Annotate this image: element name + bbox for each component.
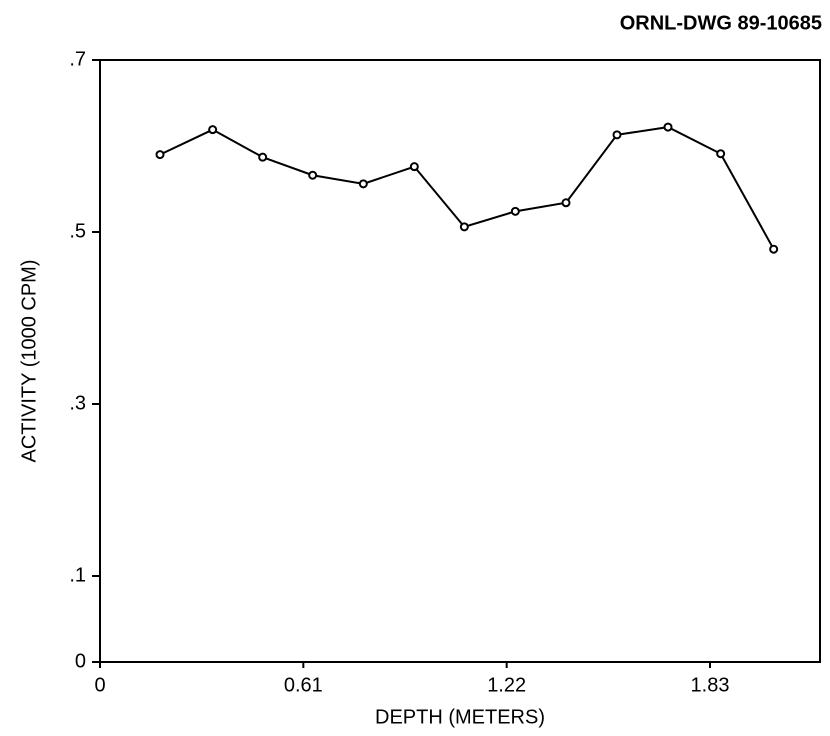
data-point — [510, 206, 520, 216]
x-axis-label: DEPTH (METERS) — [375, 706, 545, 728]
x-tick-label: 0.61 — [284, 674, 323, 696]
data-point — [308, 170, 318, 180]
x-tick-label: 1.83 — [691, 674, 730, 696]
data-point — [561, 198, 571, 208]
y-tick-label: .3 — [69, 392, 86, 414]
data-point — [769, 244, 779, 254]
y-tick-label: .5 — [69, 220, 86, 242]
data-point — [459, 222, 469, 232]
y-tick-label: .1 — [69, 564, 86, 586]
x-tick-label: 1.22 — [487, 674, 526, 696]
data-line — [159, 126, 775, 250]
y-axis-label: ACTIVITY (1000 CPM) — [18, 259, 40, 462]
data-point — [612, 130, 622, 140]
data-point — [358, 179, 368, 189]
data-point — [409, 162, 419, 172]
y-tick-label: 0 — [75, 650, 86, 672]
x-tick-label: 0 — [94, 674, 105, 696]
data-point — [258, 152, 268, 162]
data-point — [716, 149, 726, 159]
data-point — [663, 122, 673, 132]
annotation: ORNL-DWG 89-10685 — [620, 12, 822, 34]
data-point — [155, 150, 165, 160]
data-point — [208, 125, 218, 135]
plot-frame — [99, 59, 821, 663]
y-tick-label: .7 — [69, 48, 86, 70]
